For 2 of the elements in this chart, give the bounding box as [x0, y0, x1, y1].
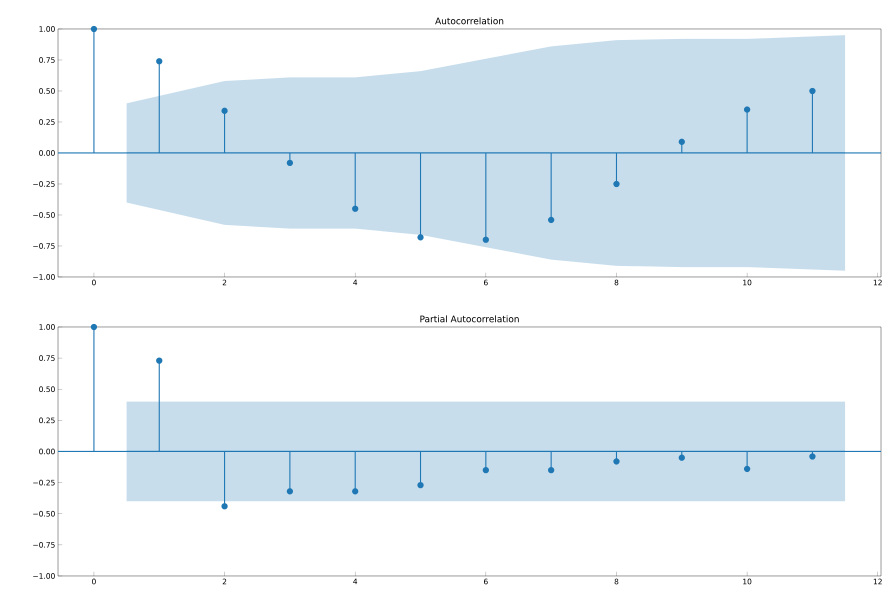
- chart-title: Autocorrelation: [435, 17, 504, 24]
- chart-title: Partial Autocorrelation: [420, 315, 519, 322]
